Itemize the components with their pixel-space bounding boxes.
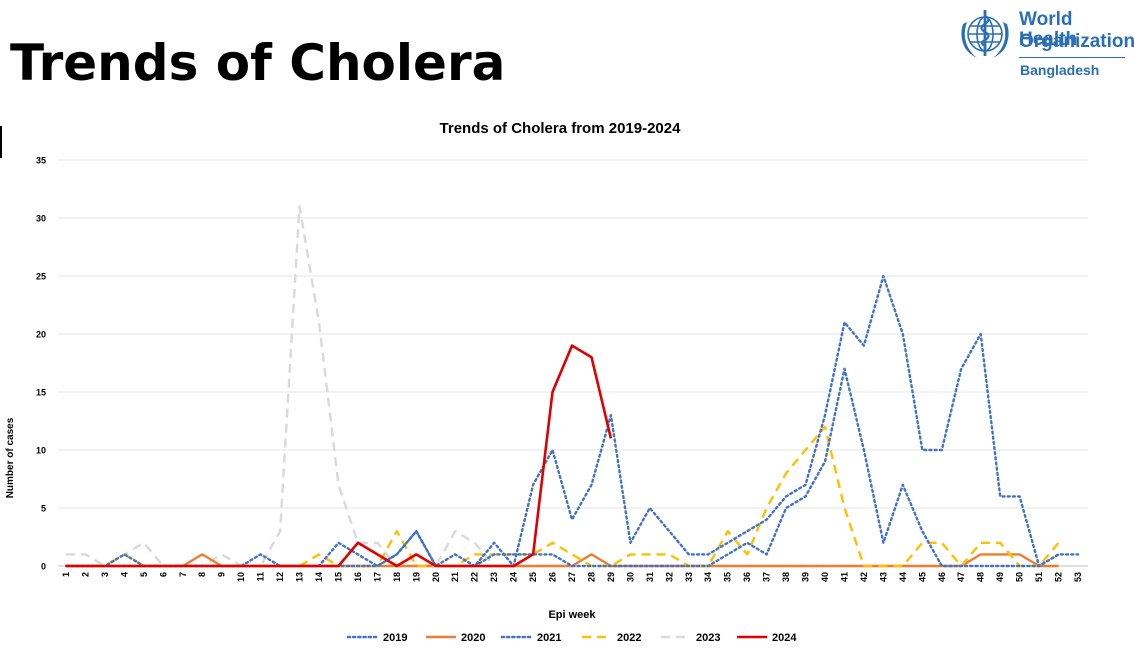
x-tick-label: 29 — [606, 572, 616, 582]
x-tick-label: 7 — [178, 572, 188, 577]
legend-label: 2020 — [461, 632, 485, 644]
x-tick-label: 28 — [586, 572, 596, 582]
y-tick-label: 5 — [41, 504, 46, 514]
left-marker — [0, 126, 2, 158]
logo-line-1: World Health — [1019, 9, 1078, 50]
x-tick-label: 22 — [470, 572, 480, 582]
x-tick-label: 21 — [450, 572, 460, 582]
x-tick-label: 36 — [742, 572, 752, 582]
x-tick-label: 6 — [158, 572, 168, 577]
x-tick-label: 12 — [275, 572, 285, 582]
legend-label: 2024 — [772, 632, 797, 644]
x-tick-label: 8 — [197, 572, 207, 577]
x-tick-label: 9 — [217, 572, 227, 577]
x-tick-label: 31 — [645, 572, 655, 582]
y-tick-label: 35 — [36, 156, 46, 166]
y-axis-label: Number of cases — [5, 417, 16, 498]
x-tick-label: 23 — [489, 572, 499, 582]
x-tick-label: 15 — [333, 572, 343, 582]
x-tick-label: 18 — [392, 572, 402, 582]
x-tick-label: 45 — [917, 572, 927, 582]
x-tick-label: 51 — [1034, 572, 1044, 582]
x-tick-label: 43 — [878, 572, 888, 582]
x-tick-label: 47 — [956, 572, 966, 582]
x-tick-label: 33 — [684, 572, 694, 582]
x-tick-label: 35 — [723, 572, 733, 582]
x-tick-label: 52 — [1054, 572, 1064, 582]
x-axis-label: Epi week — [548, 609, 596, 621]
x-tick-label: 19 — [411, 572, 421, 582]
x-tick-label: 42 — [859, 572, 869, 582]
y-tick-label: 0 — [41, 562, 46, 572]
x-tick-label: 49 — [995, 572, 1005, 582]
x-tick-label: 26 — [548, 572, 558, 582]
x-tick-label: 25 — [528, 572, 538, 582]
y-tick-label: 20 — [36, 330, 46, 340]
x-tick-label: 39 — [801, 572, 811, 582]
x-tick-label: 50 — [1015, 572, 1025, 582]
y-tick-label: 30 — [36, 214, 46, 224]
y-tick-label: 10 — [36, 446, 46, 456]
series-line-2019-0 — [64, 274, 1080, 568]
x-tick-label: 14 — [314, 572, 324, 582]
x-tick-label: 34 — [703, 572, 713, 582]
x-tick-label: 3 — [100, 572, 110, 577]
logo-line-2: Organization — [1019, 31, 1134, 52]
series-line-2021-2 — [64, 367, 1060, 568]
legend-label: 2019 — [383, 632, 407, 644]
x-tick-label: 1 — [61, 572, 71, 577]
logo-divider — [1019, 57, 1125, 58]
x-tick-label: 37 — [762, 572, 772, 582]
x-tick-label: 41 — [839, 572, 849, 582]
x-tick-label: 13 — [295, 572, 305, 582]
series-line-2024-5 — [66, 344, 613, 568]
x-tick-label: 4 — [119, 572, 129, 577]
x-tick-label: 2 — [80, 572, 90, 577]
series-line-2022-3 — [66, 425, 1060, 568]
legend-label: 2023 — [696, 632, 720, 644]
chart-title: Trends of Cholera from 2019-2024 — [440, 120, 682, 137]
x-tick-label: 27 — [567, 572, 577, 582]
who-logo: World Health Organization Bangladesh — [955, 4, 1134, 80]
x-tick-label: 32 — [664, 572, 674, 582]
x-tick-label: 53 — [1073, 572, 1083, 582]
legend-label: 2021 — [537, 632, 561, 644]
who-emblem-icon — [961, 10, 1009, 58]
series-line-2023-4 — [66, 205, 1059, 568]
x-tick-label: 5 — [139, 572, 149, 577]
legend: 2019 2020 2021 2022 2023 2024 — [346, 632, 797, 644]
cholera-trend-chart: Trends of Cholera from 2019-2024 0510152… — [5, 120, 1088, 644]
x-tick-label: 48 — [976, 572, 986, 582]
x-tick-label: 17 — [372, 572, 382, 582]
x-tick-label: 24 — [509, 572, 519, 582]
x-tick-label: 30 — [625, 572, 635, 582]
x-tick-label: 38 — [781, 572, 791, 582]
x-tick-label: 46 — [937, 572, 947, 582]
x-tick-label: 11 — [256, 572, 266, 582]
x-tick-label: 20 — [431, 572, 441, 582]
y-tick-label: 25 — [36, 272, 46, 282]
legend-label: 2022 — [617, 632, 641, 644]
x-tick-label: 16 — [353, 572, 363, 582]
y-tick-label: 15 — [36, 388, 46, 398]
x-tick-label: 40 — [820, 572, 830, 582]
logo-country: Bangladesh — [1020, 62, 1100, 78]
page-title: Trends of Cholera — [10, 34, 506, 92]
x-tick-label: 44 — [898, 572, 908, 582]
x-tick-label: 10 — [236, 572, 246, 582]
